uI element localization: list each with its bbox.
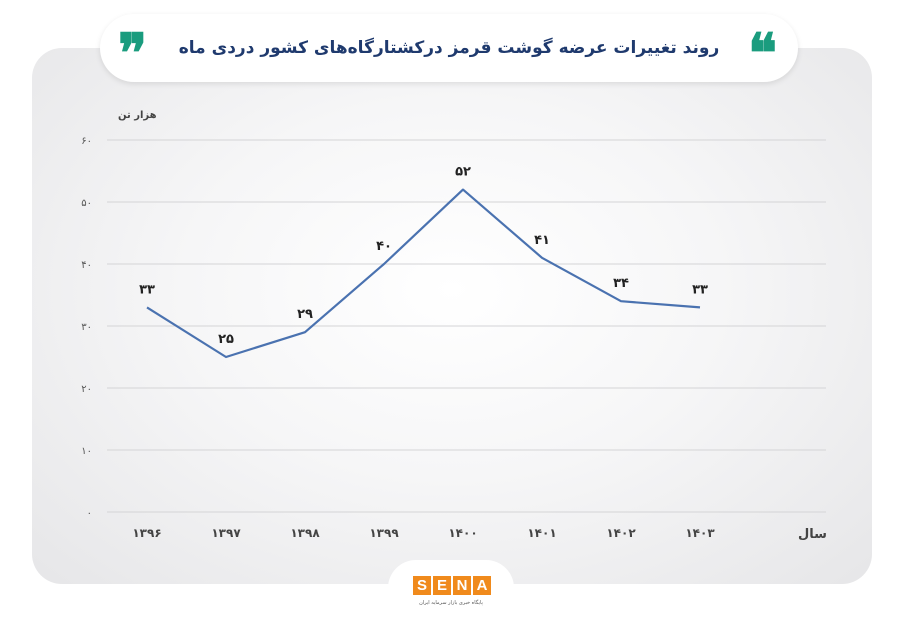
- chart-panel: [32, 48, 872, 584]
- sena-logo: S E N A: [413, 576, 491, 595]
- x-tick-label: ۱۳۹۸: [290, 526, 320, 540]
- x-tick-label: ۱۳۹۹: [369, 526, 399, 540]
- x-tick-labels: ۱۳۹۶ ۱۳۹۷ ۱۳۹۸ ۱۳۹۹ ۱۴۰۰ ۱۴۰۱ ۱۴۰۲ ۱۴۰۳: [132, 526, 715, 540]
- y-tick-label: ۶۰: [81, 136, 92, 147]
- y-tick-label: ۰: [87, 508, 92, 519]
- chart-title: روند تغییرات عرضه گوشت قرمز درکشتارگاه‌ه…: [178, 38, 720, 58]
- title-banner: روند تغییرات عرضه گوشت قرمز درکشتارگاه‌ه…: [100, 14, 798, 82]
- x-tick-label: ۱۴۰۰: [448, 526, 477, 540]
- x-axis-label: سال: [798, 527, 827, 542]
- y-tick-label: ۴۰: [81, 260, 92, 271]
- data-label: ۲۹: [297, 307, 313, 322]
- y-tick-label: ۵۰: [81, 198, 92, 209]
- data-label: ۴۱: [534, 233, 550, 248]
- quote-close-icon: ❝: [748, 21, 778, 85]
- series-line: [146, 188, 701, 359]
- x-tick-label: ۱۴۰۳: [685, 526, 715, 540]
- data-label: ۳۳: [139, 282, 155, 297]
- x-tick-label: ۱۴۰۱: [527, 526, 556, 540]
- y-tick-label: ۲۰: [81, 384, 92, 395]
- x-tick-label: ۱۳۹۷: [211, 526, 241, 540]
- quote-open-icon: ❞: [118, 21, 148, 85]
- logo-subtitle: پایگاه خبری بازار سرمایه ایران: [419, 600, 483, 606]
- data-labels: ۳۳ ۲۵ ۲۹ ۴۰ ۵۲ ۴۱ ۳۴ ۳۳: [139, 165, 708, 347]
- y-tick-label: ۳۰: [81, 322, 92, 333]
- y-tick-label: ۱۰: [81, 446, 92, 457]
- y-axis-label: هزار تن: [118, 110, 157, 121]
- logo-tab: [388, 560, 514, 623]
- grid-lines: [107, 139, 826, 513]
- data-label: ۳۴: [613, 276, 629, 291]
- data-label: ۳۳: [692, 282, 708, 297]
- y-tick-labels: ۰ ۱۰ ۲۰ ۳۰ ۴۰ ۵۰ ۶۰: [81, 136, 92, 519]
- data-label: ۴۰: [376, 239, 392, 254]
- data-label: ۵۲: [455, 165, 471, 180]
- logo-letter-s: S: [413, 576, 431, 595]
- x-tick-label: ۱۴۰۲: [606, 526, 636, 540]
- x-tick-label: ۱۳۹۶: [132, 526, 161, 540]
- logo-letter-e: E: [433, 576, 451, 595]
- logo-letter-n: N: [453, 576, 471, 595]
- data-label: ۲۵: [218, 332, 234, 347]
- logo-letter-a: A: [473, 576, 491, 595]
